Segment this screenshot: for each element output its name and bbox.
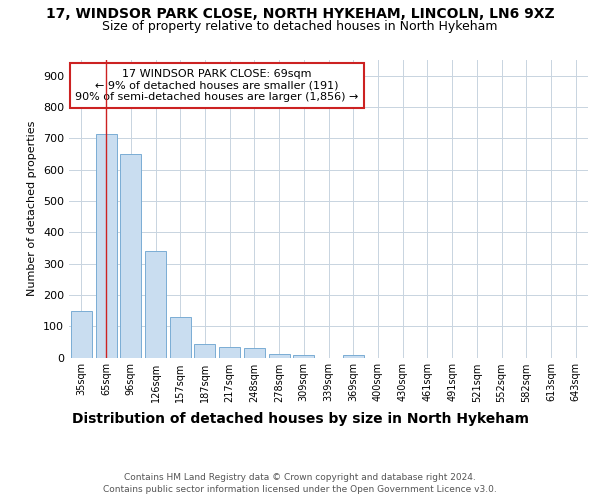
Bar bbox=[71, 310, 92, 358]
Bar bbox=[269, 354, 290, 358]
Bar bbox=[293, 355, 314, 358]
Bar bbox=[343, 355, 364, 358]
Bar bbox=[145, 251, 166, 358]
Text: Size of property relative to detached houses in North Hykeham: Size of property relative to detached ho… bbox=[102, 20, 498, 33]
Bar bbox=[244, 348, 265, 358]
Text: 17 WINDSOR PARK CLOSE: 69sqm
← 9% of detached houses are smaller (191)
90% of se: 17 WINDSOR PARK CLOSE: 69sqm ← 9% of det… bbox=[75, 69, 359, 102]
Text: 17, WINDSOR PARK CLOSE, NORTH HYKEHAM, LINCOLN, LN6 9XZ: 17, WINDSOR PARK CLOSE, NORTH HYKEHAM, L… bbox=[46, 8, 554, 22]
Text: Distribution of detached houses by size in North Hykeham: Distribution of detached houses by size … bbox=[71, 412, 529, 426]
Bar bbox=[120, 154, 141, 358]
Bar bbox=[219, 346, 240, 358]
Bar bbox=[194, 344, 215, 358]
Bar bbox=[95, 134, 116, 358]
Text: Contains public sector information licensed under the Open Government Licence v3: Contains public sector information licen… bbox=[103, 485, 497, 494]
Bar bbox=[170, 317, 191, 358]
Text: Contains HM Land Registry data © Crown copyright and database right 2024.: Contains HM Land Registry data © Crown c… bbox=[124, 472, 476, 482]
Y-axis label: Number of detached properties: Number of detached properties bbox=[28, 121, 37, 296]
